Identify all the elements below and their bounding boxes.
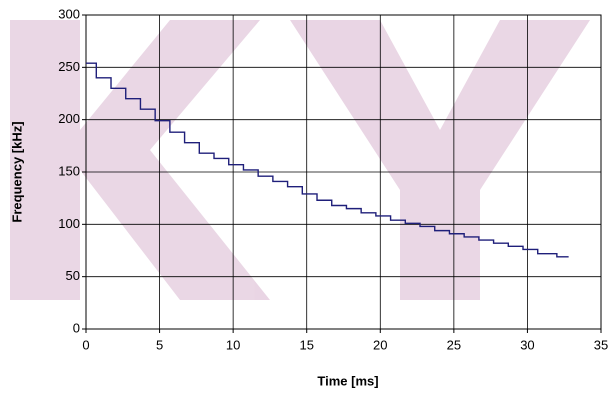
y-tick-label: 0 bbox=[73, 320, 80, 335]
y-tick-label: 150 bbox=[58, 163, 80, 178]
x-tick-label: 0 bbox=[82, 337, 89, 352]
y-tick-label: 250 bbox=[58, 59, 80, 74]
x-tick-label: 20 bbox=[373, 337, 387, 352]
x-axis-title: Time [ms] bbox=[317, 373, 378, 388]
y-axis-title: Frequency [kHz] bbox=[9, 121, 24, 222]
x-tick-label: 25 bbox=[447, 337, 461, 352]
x-tick-label: 30 bbox=[520, 337, 534, 352]
step-line bbox=[86, 62, 569, 258]
x-tick-label: 5 bbox=[156, 337, 163, 352]
y-tick-label: 50 bbox=[66, 268, 80, 283]
y-tick-label: 200 bbox=[58, 111, 80, 126]
x-tick-label: 35 bbox=[594, 337, 608, 352]
watermark bbox=[10, 20, 590, 300]
x-tick-label: 10 bbox=[226, 337, 240, 352]
y-tick-label: 100 bbox=[58, 216, 80, 231]
x-tick-label: 15 bbox=[299, 337, 313, 352]
y-tick-label: 300 bbox=[58, 6, 80, 21]
